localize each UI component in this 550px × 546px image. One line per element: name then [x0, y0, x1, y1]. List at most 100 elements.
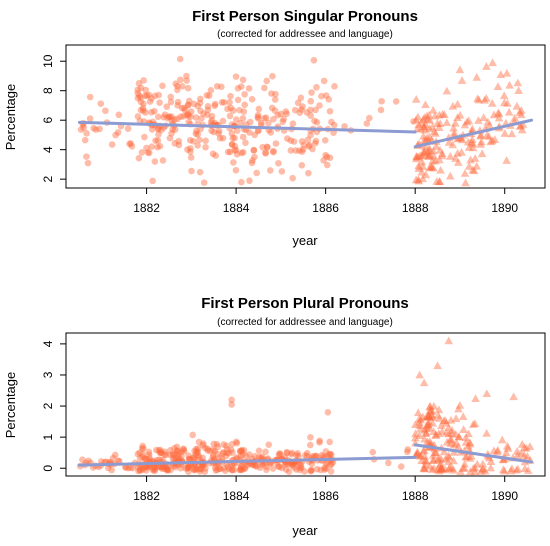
- data-point-triangle: [427, 465, 437, 473]
- data-point-triangle: [518, 120, 528, 128]
- data-point-circle: [187, 154, 195, 161]
- data-point-circle: [177, 464, 184, 472]
- data-point-circle: [146, 98, 154, 105]
- data-point-triangle: [454, 404, 463, 413]
- data-point-triangle: [468, 139, 478, 148]
- data-point-circle: [167, 466, 174, 474]
- data-point-circle: [155, 131, 162, 138]
- data-point-circle: [181, 106, 189, 114]
- data-point-circle: [212, 467, 220, 474]
- data-point-circle: [326, 107, 334, 115]
- data-point-circle: [175, 141, 183, 149]
- data-point-triangle: [465, 439, 475, 448]
- data-point-circle: [196, 468, 204, 475]
- data-point-circle: [275, 463, 282, 470]
- data-point-triangle: [476, 466, 486, 475]
- data-point-triangle: [437, 464, 447, 473]
- data-point-circle: [239, 451, 246, 458]
- data-point-triangle: [442, 118, 452, 127]
- data-point-triangle: [503, 441, 512, 450]
- data-point-circle: [228, 141, 236, 148]
- data-point-triangle: [420, 464, 430, 473]
- data-point-circle: [193, 448, 201, 455]
- data-point-triangle: [453, 99, 462, 108]
- y-tick-label: 3: [41, 371, 55, 378]
- data-point-circle: [280, 115, 287, 123]
- data-point-circle: [178, 452, 185, 460]
- data-point-triangle: [418, 115, 428, 124]
- data-point-circle: [284, 460, 291, 468]
- data-point-circle: [209, 446, 217, 454]
- data-point-circle: [219, 450, 227, 457]
- data-point-triangle: [411, 95, 421, 103]
- data-point-circle: [203, 91, 211, 99]
- data-point-circle: [309, 145, 316, 153]
- data-point-circle: [341, 123, 348, 130]
- data-point-triangle: [434, 405, 444, 414]
- data-point-circle: [269, 72, 276, 80]
- y-tick-label: 10: [41, 54, 55, 68]
- data-point-circle: [236, 448, 244, 455]
- data-point-circle: [148, 126, 156, 133]
- data-point-triangle: [423, 437, 432, 446]
- data-point-triangle: [415, 431, 424, 440]
- data-point-circle: [313, 465, 321, 473]
- data-point-circle: [197, 107, 204, 115]
- data-point-circle: [251, 131, 258, 139]
- data-point-circle: [242, 452, 250, 460]
- data-point-circle: [304, 136, 312, 144]
- data-points: [76, 336, 535, 476]
- data-point-triangle: [427, 162, 436, 171]
- y-tick-label: 4: [41, 340, 55, 347]
- data-point-circle: [170, 445, 178, 452]
- data-point-circle: [270, 148, 277, 156]
- data-point-triangle: [460, 120, 470, 129]
- data-point-circle: [224, 445, 231, 453]
- data-point-circle: [155, 91, 163, 99]
- data-point-circle: [108, 466, 115, 474]
- data-point-circle: [233, 439, 241, 447]
- data-point-triangle: [429, 427, 438, 435]
- data-point-triangle: [465, 438, 475, 447]
- data-point-circle: [169, 126, 176, 133]
- data-point-circle: [219, 134, 227, 142]
- data-point-triangle: [479, 113, 488, 121]
- data-point-triangle: [441, 465, 450, 474]
- data-point-circle: [170, 452, 177, 459]
- data-point-circle: [283, 449, 291, 457]
- data-point-triangle: [419, 146, 429, 155]
- data-point-circle: [141, 464, 149, 471]
- data-point-triangle: [418, 412, 428, 421]
- y-tick-label: 8: [41, 87, 55, 94]
- data-point-circle: [96, 125, 103, 133]
- data-point-triangle: [415, 418, 424, 426]
- data-point-triangle: [444, 423, 453, 432]
- data-point-triangle: [419, 464, 429, 472]
- data-point-circle: [207, 86, 215, 94]
- data-point-circle: [92, 126, 100, 133]
- data-point-circle: [190, 100, 198, 108]
- data-point-triangle: [461, 437, 471, 446]
- data-point-triangle: [428, 456, 438, 464]
- data-point-triangle: [420, 452, 430, 460]
- data-point-circle: [233, 454, 240, 462]
- data-point-triangle: [484, 132, 494, 140]
- data-point-circle: [277, 110, 285, 118]
- data-point-circle: [156, 142, 164, 150]
- data-point-circle: [148, 108, 155, 116]
- data-point-circle: [249, 461, 256, 469]
- data-point-circle: [143, 144, 150, 152]
- data-point-circle: [159, 82, 166, 90]
- data-point-circle: [146, 454, 153, 462]
- data-point-triangle: [517, 125, 527, 134]
- data-point-circle: [369, 448, 377, 456]
- data-point-circle: [210, 440, 218, 448]
- data-point-triangle: [435, 460, 444, 469]
- data-point-circle: [169, 455, 177, 462]
- data-point-triangle: [464, 429, 473, 438]
- data-point-circle: [310, 56, 318, 64]
- data-point-triangle: [419, 446, 428, 455]
- data-point-circle: [236, 447, 244, 455]
- data-point-circle: [198, 115, 205, 122]
